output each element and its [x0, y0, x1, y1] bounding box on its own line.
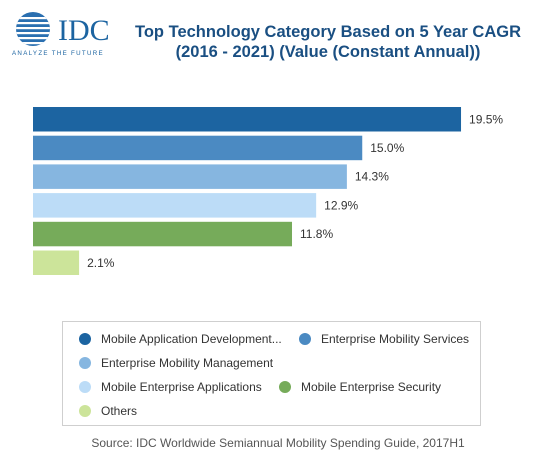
logo-wordmark: IDC [58, 14, 110, 47]
legend-label: Mobile Application Development... [101, 332, 282, 346]
legend-marker-icon [279, 381, 291, 393]
legend-label: Others [101, 404, 138, 418]
legend-item-4[interactable]: Mobile Enterprise Applications [79, 380, 262, 394]
legend-item-3[interactable]: Enterprise Mobility Management [79, 356, 273, 370]
chart-title: Top Technology Category Based on 5 Year … [128, 22, 528, 62]
bar-2-value-label: 15.0% [370, 141, 404, 155]
bar-chart: 19.5% 15.0% 14.3% 12.9% 11.8% 2.1% [33, 107, 503, 276]
legend-item-5[interactable]: Mobile Enterprise Security [279, 380, 441, 394]
legend-marker-icon [79, 357, 91, 369]
legend-marker-icon [79, 333, 91, 345]
idc-logo: IDC ANALYZE THE FUTURE [10, 10, 128, 60]
legend-label: Mobile Enterprise Security [301, 380, 442, 394]
idc-globe-icon: IDC ANALYZE THE FUTURE [12, 12, 110, 57]
legend-label: Enterprise Mobility Management [101, 356, 274, 370]
legend-marker-icon [79, 405, 91, 417]
bar-6-value-label: 2.1% [87, 256, 115, 270]
bar-1-value-label: 19.5% [469, 112, 503, 126]
legend-item-1[interactable]: Mobile Application Development... [79, 332, 282, 346]
bar-2[interactable] [33, 135, 363, 161]
chart-title-line-1: Top Technology Category Based on 5 Year … [135, 23, 521, 41]
bar-3-value-label: 14.3% [355, 170, 389, 184]
legend-label: Enterprise Mobility Services [321, 332, 470, 346]
bar-1[interactable] [33, 107, 462, 132]
legend-item-2[interactable]: Enterprise Mobility Services [299, 332, 469, 346]
source-note: Source: IDC Worldwide Semiannual Mobilit… [91, 436, 465, 450]
bar-6[interactable] [33, 250, 80, 276]
legend-label: Mobile Enterprise Applications [101, 380, 262, 394]
legend-marker-icon [79, 381, 91, 393]
legend-marker-icon [299, 333, 311, 345]
bar-4-value-label: 12.9% [324, 198, 358, 212]
logo-tagline: ANALYZE THE FUTURE [12, 50, 104, 57]
chart-legend: Mobile Application Development... Enterpr… [62, 321, 481, 426]
bar-4[interactable] [33, 193, 317, 218]
bar-5[interactable] [33, 221, 293, 247]
bar-5-value-label: 11.8% [300, 227, 333, 241]
bar-3[interactable] [33, 164, 347, 189]
chart-title-line-2: (2016 - 2021) (Value (Constant Annual)) [175, 43, 481, 61]
legend-item-6[interactable]: Others [79, 404, 137, 418]
